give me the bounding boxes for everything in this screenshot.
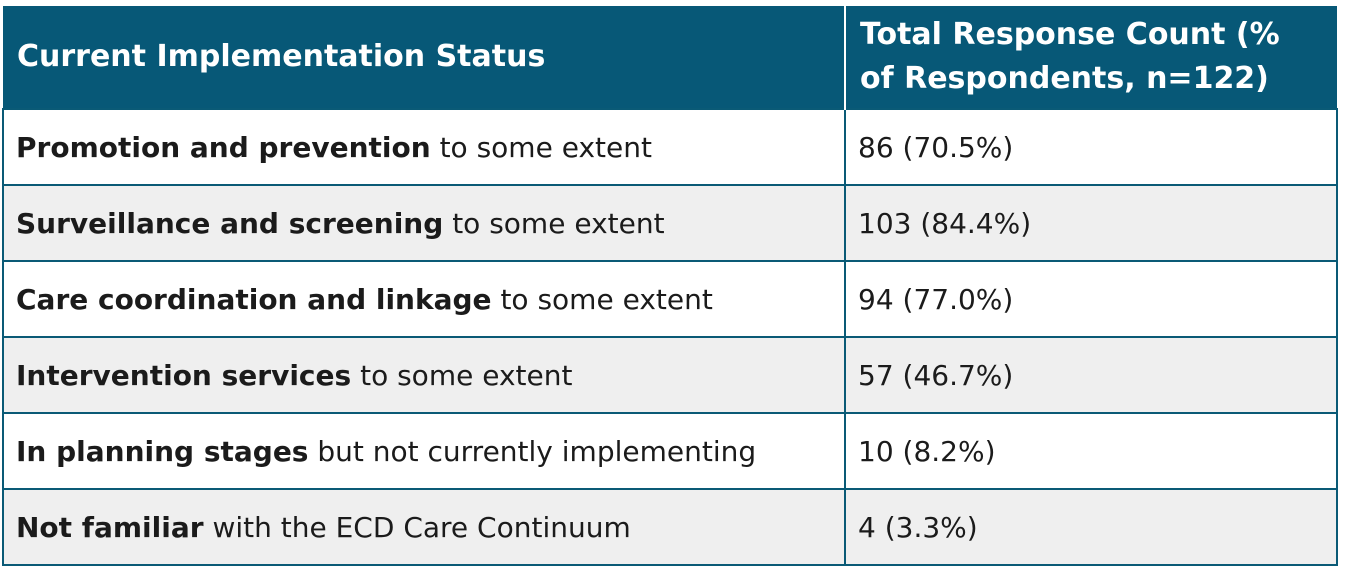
status-bold-text: In planning stages bbox=[16, 434, 309, 468]
count-cell: 103 (84.4%) bbox=[844, 184, 1338, 262]
status-text: to some extent bbox=[351, 358, 573, 392]
status-cell: Promotion and prevention to some extent bbox=[2, 108, 846, 186]
status-bold-text: Promotion and prevention bbox=[16, 130, 431, 164]
status-cell: Care coordination and linkage to some ex… bbox=[2, 260, 846, 338]
count-cell: 4 (3.3%) bbox=[844, 488, 1338, 566]
implementation-status-table: Current Implementation Status Total Resp… bbox=[2, 6, 1338, 566]
status-text: with the ECD Care Continuum bbox=[203, 510, 631, 544]
status-cell: Not familiar with the ECD Care Continuum bbox=[2, 488, 846, 566]
status-text: to some extent bbox=[443, 206, 665, 240]
table-row: Promotion and prevention to some extent … bbox=[2, 108, 1338, 186]
status-cell: Intervention services to some extent bbox=[2, 336, 846, 414]
table-row: Surveillance and screening to some exten… bbox=[2, 184, 1338, 262]
status-bold-text: Intervention services bbox=[16, 358, 352, 392]
status-bold-text: Surveillance and screening bbox=[16, 206, 444, 240]
count-cell: 57 (46.7%) bbox=[844, 336, 1338, 414]
table-row: In planning stages but not currently imp… bbox=[2, 412, 1338, 490]
table-row: Intervention services to some extent 57 … bbox=[2, 336, 1338, 414]
count-cell: 10 (8.2%) bbox=[844, 412, 1338, 490]
status-cell: Surveillance and screening to some exten… bbox=[2, 184, 846, 262]
count-cell: 86 (70.5%) bbox=[844, 108, 1338, 186]
count-cell: 94 (77.0%) bbox=[844, 260, 1338, 338]
status-bold-text: Care coordination and linkage bbox=[16, 282, 492, 316]
table-row: Care coordination and linkage to some ex… bbox=[2, 260, 1338, 338]
status-text: to some extent bbox=[491, 282, 713, 316]
column-header-status: Current Implementation Status bbox=[3, 6, 846, 109]
status-text: but not currently implementing bbox=[308, 434, 757, 468]
status-text: to some extent bbox=[430, 130, 652, 164]
status-bold-text: Not familiar bbox=[16, 510, 204, 544]
column-header-response-count: Total Response Count (% of Respondents, … bbox=[845, 6, 1337, 109]
status-cell: In planning stages but not currently imp… bbox=[2, 412, 846, 490]
table-row: Not familiar with the ECD Care Continuum… bbox=[2, 488, 1338, 566]
table-header-row: Current Implementation Status Total Resp… bbox=[3, 6, 1337, 109]
